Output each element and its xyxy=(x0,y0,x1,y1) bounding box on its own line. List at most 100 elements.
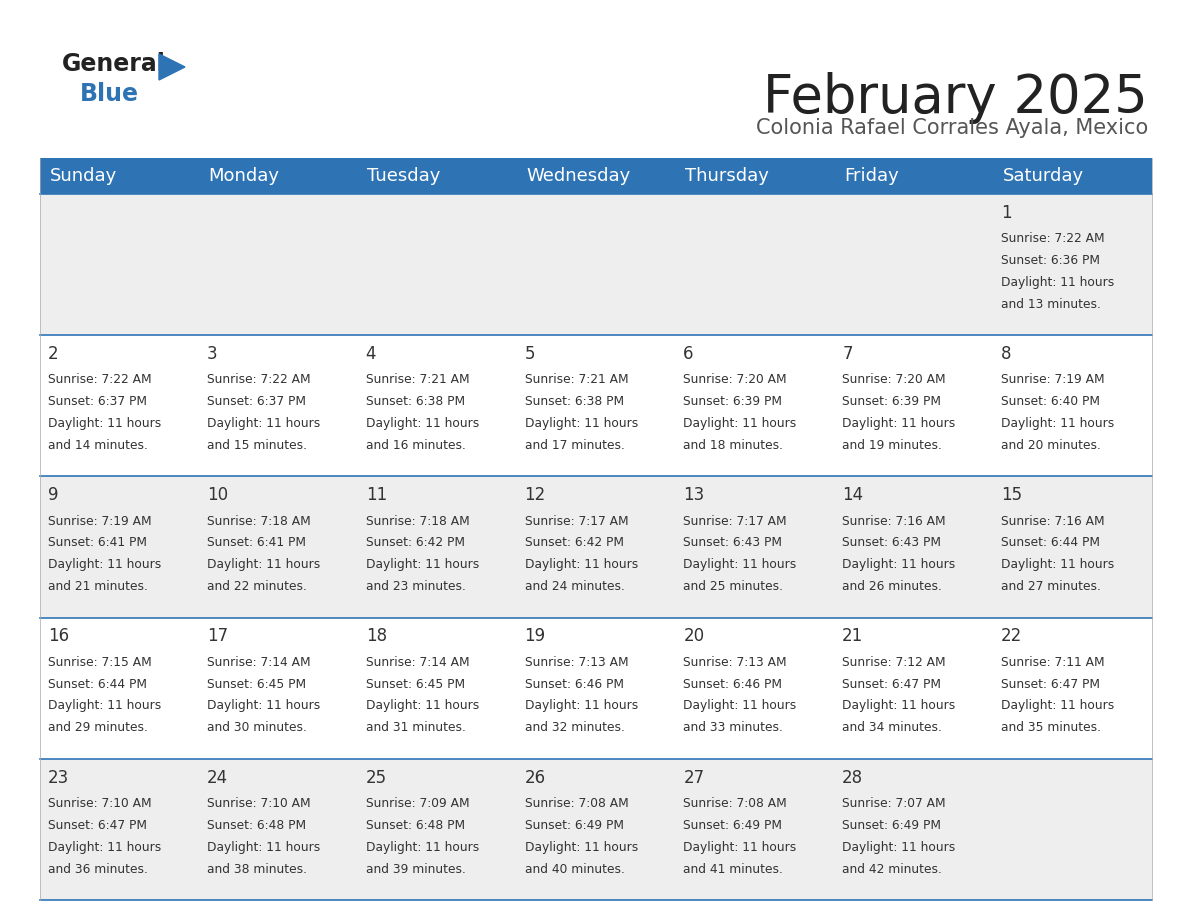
Text: and 29 minutes.: and 29 minutes. xyxy=(48,722,147,734)
Text: and 19 minutes.: and 19 minutes. xyxy=(842,439,942,452)
Text: and 30 minutes.: and 30 minutes. xyxy=(207,722,307,734)
Text: Sunset: 6:47 PM: Sunset: 6:47 PM xyxy=(48,819,147,832)
Text: and 18 minutes.: and 18 minutes. xyxy=(683,439,783,452)
Text: and 34 minutes.: and 34 minutes. xyxy=(842,722,942,734)
Text: Daylight: 11 hours: Daylight: 11 hours xyxy=(525,417,638,431)
Text: Sunrise: 7:17 AM: Sunrise: 7:17 AM xyxy=(525,514,628,528)
Text: and 39 minutes.: and 39 minutes. xyxy=(366,863,466,876)
Text: Sunset: 6:41 PM: Sunset: 6:41 PM xyxy=(207,536,305,549)
Text: 13: 13 xyxy=(683,487,704,504)
Text: Daylight: 11 hours: Daylight: 11 hours xyxy=(525,700,638,712)
Text: Sunrise: 7:21 AM: Sunrise: 7:21 AM xyxy=(366,374,469,386)
Text: Sunrise: 7:10 AM: Sunrise: 7:10 AM xyxy=(207,797,310,810)
Text: Daylight: 11 hours: Daylight: 11 hours xyxy=(366,841,479,854)
Text: Sunset: 6:41 PM: Sunset: 6:41 PM xyxy=(48,536,147,549)
Text: and 31 minutes.: and 31 minutes. xyxy=(366,722,466,734)
Text: Daylight: 11 hours: Daylight: 11 hours xyxy=(525,558,638,571)
Text: Sunrise: 7:18 AM: Sunrise: 7:18 AM xyxy=(207,514,310,528)
Text: Colonia Rafael Corrales Ayala, Mexico: Colonia Rafael Corrales Ayala, Mexico xyxy=(756,118,1148,138)
Text: Blue: Blue xyxy=(80,82,139,106)
Text: and 32 minutes.: and 32 minutes. xyxy=(525,722,625,734)
Text: Daylight: 11 hours: Daylight: 11 hours xyxy=(683,700,797,712)
Text: and 36 minutes.: and 36 minutes. xyxy=(48,863,147,876)
Text: Daylight: 11 hours: Daylight: 11 hours xyxy=(1001,558,1114,571)
Bar xyxy=(40,759,1152,900)
Text: General: General xyxy=(62,52,166,76)
Text: and 17 minutes.: and 17 minutes. xyxy=(525,439,625,452)
Text: Sunrise: 7:22 AM: Sunrise: 7:22 AM xyxy=(207,374,310,386)
Text: 8: 8 xyxy=(1001,345,1012,364)
Bar xyxy=(40,194,1152,335)
Text: Sunrise: 7:22 AM: Sunrise: 7:22 AM xyxy=(1001,232,1105,245)
Text: 17: 17 xyxy=(207,628,228,645)
Text: Sunrise: 7:13 AM: Sunrise: 7:13 AM xyxy=(525,655,628,668)
Text: Daylight: 11 hours: Daylight: 11 hours xyxy=(842,417,955,431)
Text: Daylight: 11 hours: Daylight: 11 hours xyxy=(366,700,479,712)
Text: 26: 26 xyxy=(525,768,545,787)
Text: Sunset: 6:38 PM: Sunset: 6:38 PM xyxy=(366,396,465,409)
Text: Friday: Friday xyxy=(843,167,898,185)
Text: Sunrise: 7:19 AM: Sunrise: 7:19 AM xyxy=(1001,374,1105,386)
Text: Sunrise: 7:09 AM: Sunrise: 7:09 AM xyxy=(366,797,469,810)
Text: and 14 minutes.: and 14 minutes. xyxy=(48,439,147,452)
Bar xyxy=(40,158,1152,194)
Text: Sunset: 6:36 PM: Sunset: 6:36 PM xyxy=(1001,254,1100,267)
Text: Daylight: 11 hours: Daylight: 11 hours xyxy=(683,841,797,854)
Text: 28: 28 xyxy=(842,768,864,787)
Text: Sunrise: 7:08 AM: Sunrise: 7:08 AM xyxy=(525,797,628,810)
Text: February 2025: February 2025 xyxy=(763,72,1148,124)
Text: 9: 9 xyxy=(48,487,58,504)
Text: and 35 minutes.: and 35 minutes. xyxy=(1001,722,1101,734)
Text: Daylight: 11 hours: Daylight: 11 hours xyxy=(366,558,479,571)
Text: Sunrise: 7:16 AM: Sunrise: 7:16 AM xyxy=(842,514,946,528)
Text: Sunrise: 7:10 AM: Sunrise: 7:10 AM xyxy=(48,797,152,810)
Bar xyxy=(40,335,1152,476)
Text: and 27 minutes.: and 27 minutes. xyxy=(1001,580,1101,593)
Text: Tuesday: Tuesday xyxy=(367,167,441,185)
Text: Sunrise: 7:19 AM: Sunrise: 7:19 AM xyxy=(48,514,152,528)
Text: 19: 19 xyxy=(525,628,545,645)
Text: Monday: Monday xyxy=(208,167,279,185)
Text: and 26 minutes.: and 26 minutes. xyxy=(842,580,942,593)
Text: Daylight: 11 hours: Daylight: 11 hours xyxy=(1001,700,1114,712)
Text: 25: 25 xyxy=(366,768,387,787)
Text: Sunrise: 7:14 AM: Sunrise: 7:14 AM xyxy=(207,655,310,668)
Text: Sunset: 6:48 PM: Sunset: 6:48 PM xyxy=(207,819,307,832)
Text: Daylight: 11 hours: Daylight: 11 hours xyxy=(842,700,955,712)
Bar xyxy=(40,618,1152,759)
Text: Sunrise: 7:11 AM: Sunrise: 7:11 AM xyxy=(1001,655,1105,668)
Text: Sunset: 6:49 PM: Sunset: 6:49 PM xyxy=(842,819,941,832)
Text: 4: 4 xyxy=(366,345,377,364)
Text: 14: 14 xyxy=(842,487,864,504)
Polygon shape xyxy=(159,54,185,80)
Text: 20: 20 xyxy=(683,628,704,645)
Text: Daylight: 11 hours: Daylight: 11 hours xyxy=(48,700,162,712)
Text: and 23 minutes.: and 23 minutes. xyxy=(366,580,466,593)
Text: Daylight: 11 hours: Daylight: 11 hours xyxy=(1001,276,1114,289)
Text: Sunrise: 7:07 AM: Sunrise: 7:07 AM xyxy=(842,797,946,810)
Text: Sunset: 6:48 PM: Sunset: 6:48 PM xyxy=(366,819,465,832)
Text: and 42 minutes.: and 42 minutes. xyxy=(842,863,942,876)
Text: and 21 minutes.: and 21 minutes. xyxy=(48,580,147,593)
Text: Sunrise: 7:21 AM: Sunrise: 7:21 AM xyxy=(525,374,628,386)
Text: Daylight: 11 hours: Daylight: 11 hours xyxy=(842,558,955,571)
Text: and 13 minutes.: and 13 minutes. xyxy=(1001,297,1101,311)
Text: Sunrise: 7:14 AM: Sunrise: 7:14 AM xyxy=(366,655,469,668)
Text: Sunset: 6:37 PM: Sunset: 6:37 PM xyxy=(48,396,147,409)
Text: 22: 22 xyxy=(1001,628,1023,645)
Text: Sunset: 6:38 PM: Sunset: 6:38 PM xyxy=(525,396,624,409)
Text: 15: 15 xyxy=(1001,487,1022,504)
Text: Sunset: 6:42 PM: Sunset: 6:42 PM xyxy=(366,536,465,549)
Text: Sunset: 6:43 PM: Sunset: 6:43 PM xyxy=(683,536,783,549)
Text: Daylight: 11 hours: Daylight: 11 hours xyxy=(525,841,638,854)
Text: Sunset: 6:43 PM: Sunset: 6:43 PM xyxy=(842,536,941,549)
Text: 24: 24 xyxy=(207,768,228,787)
Text: 2: 2 xyxy=(48,345,58,364)
Text: Daylight: 11 hours: Daylight: 11 hours xyxy=(48,841,162,854)
Text: Daylight: 11 hours: Daylight: 11 hours xyxy=(1001,417,1114,431)
Text: 11: 11 xyxy=(366,487,387,504)
Text: 10: 10 xyxy=(207,487,228,504)
Text: and 20 minutes.: and 20 minutes. xyxy=(1001,439,1101,452)
Text: Thursday: Thursday xyxy=(685,167,769,185)
Text: Sunset: 6:47 PM: Sunset: 6:47 PM xyxy=(842,677,941,690)
